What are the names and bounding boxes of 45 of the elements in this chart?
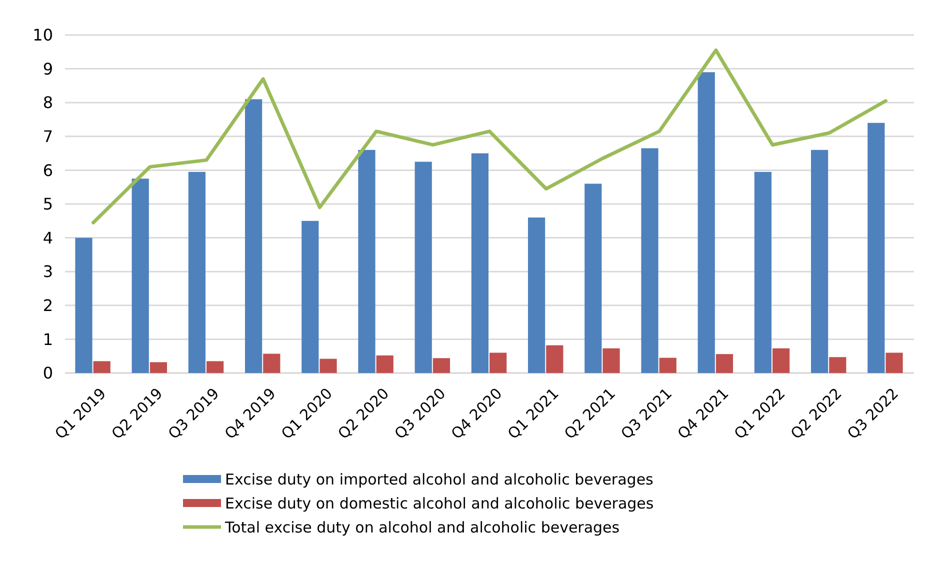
y-tick-label: 5 [42, 194, 53, 214]
bar [320, 358, 337, 373]
bar [132, 178, 149, 373]
y-tick-label: 3 [42, 262, 53, 282]
bar [641, 148, 658, 373]
bar [698, 72, 715, 373]
y-tick-label: 7 [42, 127, 53, 146]
bar [602, 348, 620, 373]
bar [263, 354, 280, 373]
y-tick-label: 10 [32, 26, 53, 45]
legend-label: Excise duty on imported alcohol and alcoholic beverages [225, 470, 654, 488]
bar [754, 172, 772, 373]
bar [75, 238, 92, 373]
bar [93, 361, 110, 373]
bar [868, 122, 885, 373]
bar [546, 345, 564, 373]
bar [528, 218, 546, 373]
y-tick-label: 2 [42, 296, 53, 315]
bar [150, 362, 168, 373]
bar [302, 220, 319, 373]
y-tick-label: 8 [42, 93, 53, 112]
bar [414, 162, 432, 373]
bar [244, 99, 262, 373]
y-tick-label: 6 [42, 160, 53, 180]
bar [716, 354, 734, 373]
bar [829, 357, 846, 373]
y-tick-label: 4 [42, 228, 53, 248]
legend-label: Excise duty on domestic alcohol and alcoholic beverages [225, 494, 654, 512]
bar [584, 184, 602, 373]
legend-label: Total excise duty on alcohol and alcoholic beverages [224, 518, 620, 536]
bar [659, 358, 676, 373]
y-tick-label: 9 [42, 59, 53, 78]
bar [376, 355, 394, 373]
bar [471, 153, 488, 373]
bar [772, 348, 790, 373]
bar [188, 172, 206, 373]
line-series [92, 48, 888, 224]
bar [206, 361, 224, 373]
bar [810, 150, 828, 373]
y-tick-label: 1 [42, 330, 53, 349]
bar [886, 352, 903, 373]
bar [358, 150, 376, 373]
bar [490, 352, 507, 373]
bar [432, 358, 450, 373]
y-tick-label: 0 [42, 364, 53, 383]
